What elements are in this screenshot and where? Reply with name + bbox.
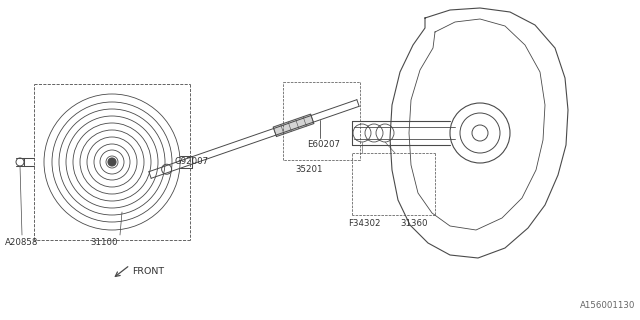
Text: F34302: F34302 xyxy=(348,219,381,228)
Polygon shape xyxy=(273,114,314,137)
Text: 35201: 35201 xyxy=(295,165,323,174)
Text: 31100: 31100 xyxy=(90,238,118,247)
Text: G92007: G92007 xyxy=(175,157,209,166)
Text: A156001130: A156001130 xyxy=(580,301,635,310)
Text: A20858: A20858 xyxy=(5,238,38,247)
Circle shape xyxy=(108,158,116,166)
Text: E60207: E60207 xyxy=(307,140,340,149)
Text: FRONT: FRONT xyxy=(132,267,164,276)
Text: 31360: 31360 xyxy=(400,219,428,228)
